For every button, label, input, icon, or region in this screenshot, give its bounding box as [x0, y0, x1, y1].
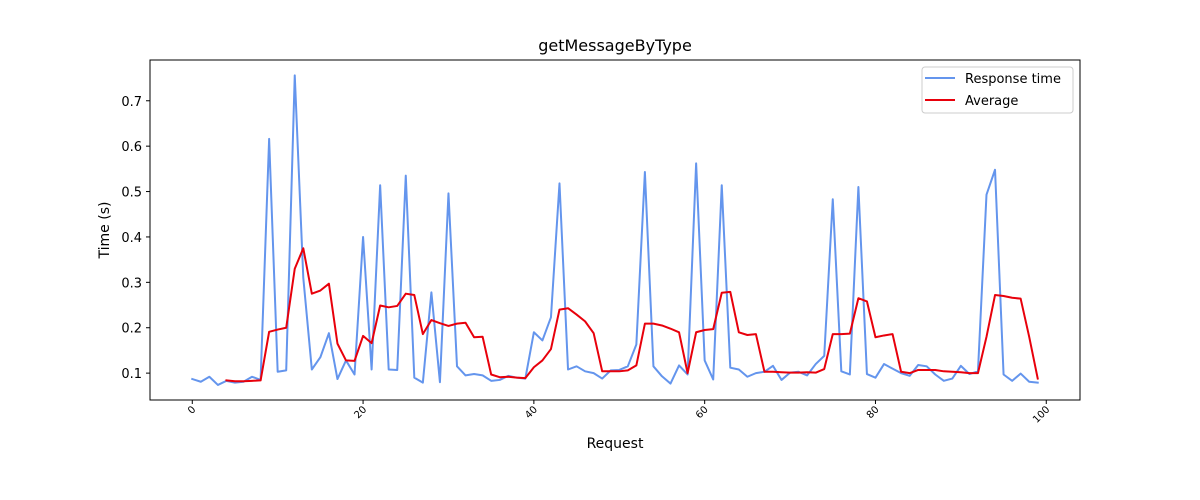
x-tick-label: 100	[1031, 404, 1052, 425]
legend-label: Response time	[965, 72, 1061, 87]
x-axis-label: Request	[587, 436, 644, 452]
x-tick-label: 20	[352, 404, 369, 421]
legend: Response time Average	[921, 66, 1074, 114]
series-line-response-time	[191, 74, 1039, 386]
plot-area	[149, 59, 1081, 401]
x-tick-label: 60	[694, 404, 711, 421]
y-tick-label: 0.4	[121, 231, 142, 246]
x-tick-label: 40	[523, 404, 540, 421]
chart-title: getMessageByType	[538, 36, 692, 55]
y-tick-label: 0.6	[121, 140, 142, 155]
legend-label: Average	[965, 94, 1018, 109]
y-tick-label: 0.3	[121, 276, 142, 291]
y-tick-label: 0.1	[121, 367, 142, 382]
legend-box	[921, 66, 1074, 114]
y-axis-label: Time (s)	[97, 202, 113, 260]
y-tick-label: 0.5	[121, 186, 142, 201]
series-line-average	[225, 247, 1039, 383]
x-tick-label: 80	[865, 404, 882, 421]
x-tick-label: 0	[186, 404, 198, 416]
y-tick-label: 0.7	[121, 95, 142, 110]
y-tick-label: 0.2	[121, 322, 142, 337]
